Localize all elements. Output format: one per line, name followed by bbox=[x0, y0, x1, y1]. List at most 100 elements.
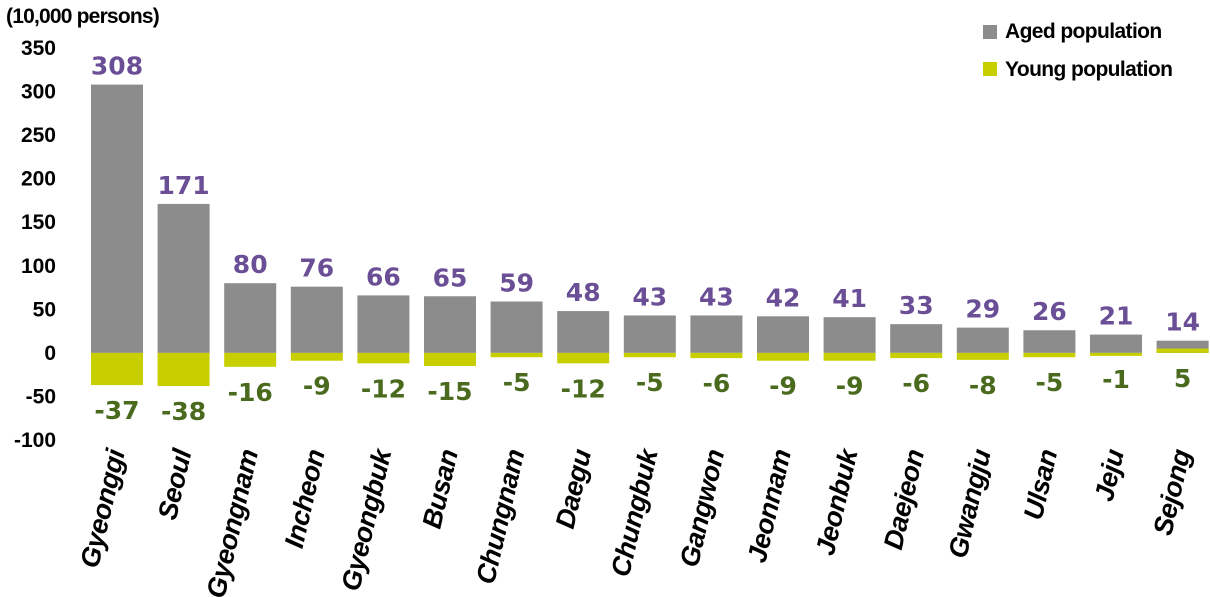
aged-value-label: 66 bbox=[366, 262, 401, 291]
bar-young bbox=[1156, 348, 1209, 353]
young-value-label: -9 bbox=[303, 372, 331, 401]
x-tick-label: Jeju bbox=[1089, 446, 1130, 504]
young-value-label: -12 bbox=[361, 374, 406, 403]
y-tick-label: 100 bbox=[21, 255, 56, 278]
y-tick-label: -100 bbox=[14, 429, 56, 452]
bar-aged bbox=[91, 84, 143, 353]
x-tick-label: Daegu bbox=[550, 446, 597, 532]
aged-value-label: 48 bbox=[566, 278, 601, 307]
bar-young bbox=[956, 352, 1009, 360]
young-value-label: -37 bbox=[94, 396, 139, 425]
bar-aged bbox=[157, 203, 210, 353]
x-tick-label: Daejeon bbox=[878, 447, 930, 553]
bar-young bbox=[490, 352, 543, 358]
aged-value-label: 33 bbox=[899, 291, 934, 320]
young-value-label: -12 bbox=[561, 374, 606, 403]
bar-young bbox=[157, 352, 210, 386]
young-value-label: -38 bbox=[161, 397, 206, 426]
bar-young bbox=[357, 352, 410, 364]
y-tick-label: 300 bbox=[21, 81, 56, 104]
bar-young bbox=[224, 352, 277, 367]
aged-value-label: 171 bbox=[158, 171, 210, 200]
y-tick-label: 350 bbox=[21, 37, 56, 60]
aged-value-label: 42 bbox=[766, 283, 801, 312]
x-tick-label: Gangwon bbox=[674, 447, 730, 570]
young-value-label: -15 bbox=[427, 377, 472, 406]
x-tick-label: Busan bbox=[417, 447, 464, 532]
x-tick-label: Gyeongbuk bbox=[336, 444, 398, 593]
bars bbox=[91, 84, 1209, 386]
bar-young bbox=[823, 352, 876, 361]
aged-value-label: 43 bbox=[699, 282, 734, 311]
legend-swatch-young bbox=[983, 62, 997, 76]
x-tick-label: Seoul bbox=[152, 446, 197, 523]
y-tick-label: 200 bbox=[21, 168, 56, 191]
bar-aged bbox=[1090, 334, 1142, 353]
young-value-label: -16 bbox=[228, 378, 273, 407]
bar-young bbox=[890, 352, 943, 359]
bar-aged bbox=[956, 327, 1009, 353]
young-value-label: -1 bbox=[1102, 365, 1130, 394]
bar-young bbox=[91, 352, 143, 386]
x-tick-label: Gyeonggi bbox=[75, 446, 132, 571]
bar-young bbox=[757, 352, 809, 361]
aged-value-label: 21 bbox=[1099, 302, 1134, 331]
aged-value-label: 14 bbox=[1165, 308, 1200, 337]
y-tick-label: 250 bbox=[21, 124, 56, 147]
bar-young bbox=[690, 352, 743, 359]
bar-young bbox=[557, 352, 610, 364]
x-tick-label: Chungbuk bbox=[605, 444, 664, 579]
bar-aged bbox=[623, 315, 676, 353]
y-tick-label: -50 bbox=[26, 385, 56, 408]
bar-aged bbox=[757, 316, 809, 353]
young-value-label: -8 bbox=[969, 371, 997, 400]
bar-aged bbox=[357, 295, 410, 353]
legend-label-aged: Aged population bbox=[1005, 20, 1162, 43]
young-value-label: -5 bbox=[636, 368, 664, 397]
bar-young bbox=[290, 352, 343, 361]
x-tick-label: Sejong bbox=[1148, 446, 1197, 539]
x-tick-label: Jeonbuk bbox=[810, 444, 864, 558]
bar-aged bbox=[490, 301, 543, 353]
aged-value-label: 76 bbox=[299, 254, 334, 283]
x-tick-label: Ulsan bbox=[1018, 447, 1063, 523]
aged-value-label: 41 bbox=[832, 284, 867, 313]
y-tick-label: 0 bbox=[44, 342, 56, 365]
bar-young bbox=[1023, 352, 1076, 358]
young-value-label: -9 bbox=[836, 372, 864, 401]
x-tick-label: Jeonnam bbox=[742, 447, 797, 566]
bar-aged bbox=[224, 283, 277, 353]
young-value-label: -6 bbox=[703, 369, 731, 398]
bar-young bbox=[424, 352, 476, 366]
bar-aged bbox=[823, 317, 876, 353]
bar-aged bbox=[690, 315, 743, 353]
legend-label-young: Young population bbox=[1005, 58, 1172, 81]
young-value-label: 5 bbox=[1174, 364, 1191, 393]
aged-value-label: 80 bbox=[233, 250, 268, 279]
bar-aged bbox=[890, 324, 943, 353]
legend: Aged population Young population bbox=[983, 20, 1173, 81]
aged-value-label: 43 bbox=[632, 282, 667, 311]
bar-young bbox=[1090, 352, 1142, 356]
aged-value-label: 65 bbox=[433, 263, 468, 292]
x-tick-label: Gwangju bbox=[943, 446, 997, 561]
bar-aged bbox=[557, 311, 610, 353]
aged-value-label: 26 bbox=[1032, 297, 1067, 326]
young-value-label: -5 bbox=[503, 368, 531, 397]
young-value-label: -9 bbox=[769, 372, 797, 401]
bar-aged bbox=[424, 296, 476, 353]
bar-young bbox=[623, 352, 676, 358]
aged-value-label: 308 bbox=[91, 52, 143, 81]
legend-swatch-aged bbox=[983, 25, 997, 39]
y-axis: 350 300 250 200 150 100 50 0 -50 -100 bbox=[14, 37, 56, 452]
y-tick-label: 150 bbox=[21, 211, 56, 234]
bar-aged bbox=[290, 286, 343, 353]
y-unit-label: (10,000 persons) bbox=[6, 5, 159, 28]
young-value-label: -5 bbox=[1036, 368, 1064, 397]
y-tick-label: 50 bbox=[33, 298, 56, 321]
data-labels: 308-37171-3880-1676-966-1265-1559-548-12… bbox=[91, 52, 1200, 426]
bar-aged bbox=[1023, 330, 1076, 353]
aged-value-label: 59 bbox=[499, 268, 534, 297]
aged-value-label: 29 bbox=[965, 295, 1000, 324]
